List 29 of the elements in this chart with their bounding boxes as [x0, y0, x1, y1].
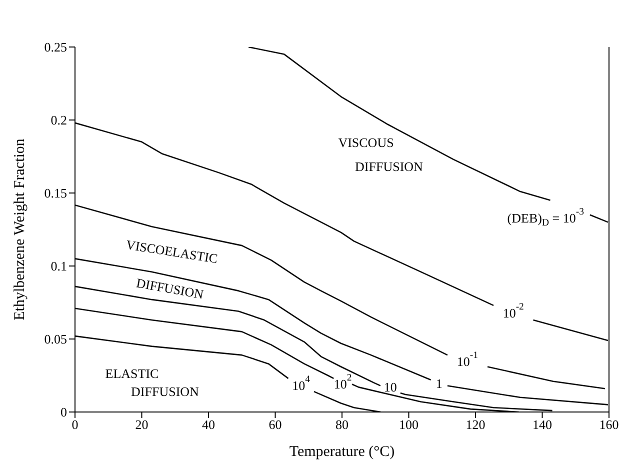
annotation: VISCOUS — [338, 134, 394, 150]
y-tick-label: 0.2 — [50, 112, 67, 128]
x-tick-label: 60 — [268, 417, 282, 432]
y-tick-label: 0.1 — [50, 258, 67, 274]
x-tick-label: 100 — [399, 417, 418, 432]
annotation: DIFFUSION — [131, 384, 200, 398]
x-tick-label: 80 — [336, 417, 348, 432]
series-label: 10$^{-1}$ — [456, 350, 478, 368]
x-tick-label: 40 — [202, 417, 215, 432]
annotation: ELASTIC — [105, 366, 159, 380]
series-label: 10$^{4}$ — [292, 374, 310, 392]
x-tick-label: 0 — [72, 417, 78, 432]
series-label: (DEB)$_{D}$ = 10$^{-3}$ — [507, 206, 584, 229]
y-tick-label: 0.05 — [44, 332, 67, 347]
x-axis-title: Temperature (°C) — [289, 444, 395, 460]
annotation: DIFFUSION — [135, 274, 206, 302]
series-label: 10$^{2}$ — [334, 372, 352, 391]
series-label: 1 — [436, 375, 442, 390]
x-tick-label: 140 — [532, 417, 552, 432]
y-tick-label: 0.15 — [44, 186, 67, 201]
y-axis-title: Ethylbenzene Weight Fraction — [12, 138, 28, 320]
annotation: DIFFUSION — [355, 158, 424, 174]
y-tick-label: 0.25 — [44, 40, 67, 55]
series-label: 10$^{-2}$ — [502, 302, 524, 320]
y-tick-label: 0 — [60, 404, 67, 420]
x-tick-label: 20 — [135, 417, 148, 432]
x-tick-label: 120 — [466, 417, 486, 432]
series-label: 10 — [384, 378, 397, 394]
x-tick-label: 160 — [599, 417, 619, 432]
